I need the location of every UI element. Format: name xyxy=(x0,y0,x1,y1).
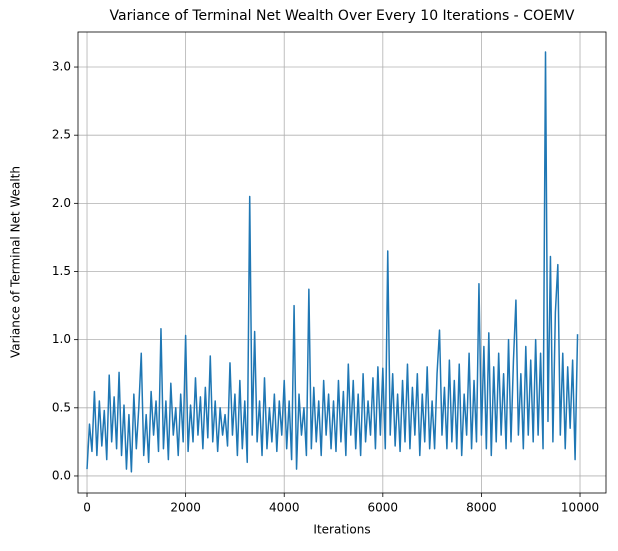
y-tick-label: 0.0 xyxy=(52,468,71,482)
y-tick-label: 1.5 xyxy=(52,264,71,278)
x-tick-label: 6000 xyxy=(368,501,399,515)
x-tick-label: 4000 xyxy=(269,501,300,515)
grid xyxy=(78,32,606,493)
axes-frame xyxy=(77,31,607,494)
x-tick-label: 10000 xyxy=(561,501,599,515)
x-tick-label: 2000 xyxy=(170,501,201,515)
x-tick-label: 8000 xyxy=(466,501,497,515)
data-line xyxy=(86,51,579,473)
y-axis-label: Variance of Terminal Net Wealth xyxy=(9,166,23,358)
y-tick-label: 1.0 xyxy=(52,332,71,346)
x-axis-label: Iterations xyxy=(313,523,370,537)
x-tick-label: 0 xyxy=(83,501,91,515)
chart-title: Variance of Terminal Net Wealth Over Eve… xyxy=(110,8,575,24)
plot xyxy=(86,51,579,473)
y-tick-label: 0.5 xyxy=(52,400,71,414)
y-tick-label: 2.0 xyxy=(52,196,71,210)
y-tick-label: 2.5 xyxy=(52,128,71,142)
y-tick-label: 3.0 xyxy=(52,60,71,74)
